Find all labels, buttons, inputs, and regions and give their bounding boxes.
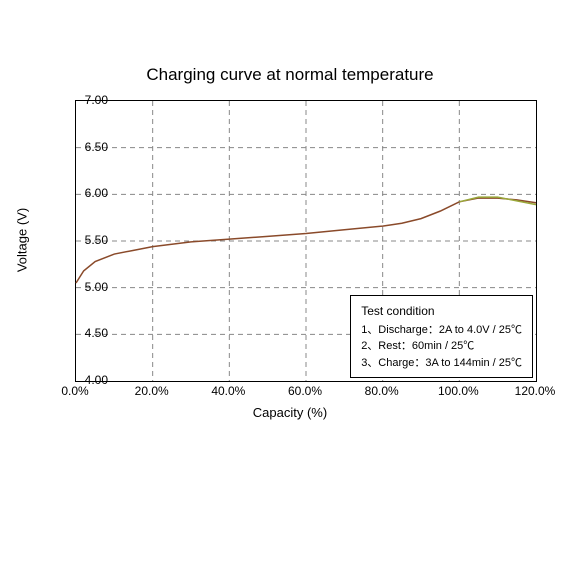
legend-title: Test condition	[361, 302, 522, 320]
x-tick-label: 40.0%	[211, 384, 245, 398]
x-tick-label: 120.0%	[515, 384, 556, 398]
y-tick-label: 6.50	[48, 140, 108, 154]
legend-line-3: 3、Charge：3A to 144min / 25℃	[361, 355, 522, 372]
y-tick-label: 4.50	[48, 326, 108, 340]
y-tick-label: 6.00	[48, 186, 108, 200]
y-axis-label: Voltage (V)	[15, 208, 30, 272]
y-tick-label: 5.00	[48, 280, 108, 294]
x-tick-label: 100.0%	[438, 384, 479, 398]
legend-line-1: 1、Discharge：2A to 4.0V / 25℃	[361, 322, 522, 339]
x-axis-label: Capacity (%)	[0, 405, 580, 420]
x-tick-label: 0.0%	[61, 384, 88, 398]
x-tick-label: 80.0%	[365, 384, 399, 398]
y-tick-label: 7.00	[48, 93, 108, 107]
y-tick-label: 5.50	[48, 233, 108, 247]
x-tick-label: 60.0%	[288, 384, 322, 398]
legend-line-2: 2、Rest：60min / 25℃	[361, 338, 522, 355]
test-condition-box: Test condition 1、Discharge：2A to 4.0V / …	[350, 295, 533, 379]
plot-area: Test condition 1、Discharge：2A to 4.0V / …	[75, 100, 537, 382]
chart-title: Charging curve at normal temperature	[0, 65, 580, 85]
x-tick-label: 20.0%	[135, 384, 169, 398]
